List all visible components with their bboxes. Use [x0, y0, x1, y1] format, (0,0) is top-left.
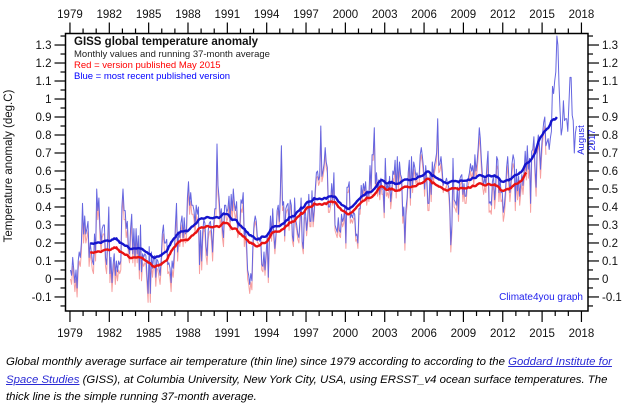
y-tick-label-left: 0.1: [36, 256, 52, 268]
x-tick-label-top: 1988: [175, 9, 201, 21]
y-tick-label-left: 0.4: [36, 202, 53, 214]
x-tick-label-top: 1994: [254, 9, 280, 21]
x-tick-label-top: 2012: [490, 9, 516, 21]
x-tick-label-bottom: 1985: [136, 328, 162, 340]
y-tick-label-left: 0.9: [36, 112, 52, 124]
running-mean-red-thick: [89, 171, 528, 269]
x-tick-label-top: 2018: [569, 9, 595, 21]
y-tick-label-right: 1.2: [602, 58, 618, 70]
x-tick-label-top: 1979: [57, 9, 83, 21]
x-tick-label-top: 1997: [293, 9, 319, 21]
y-tick-label-right: 0.1: [602, 256, 618, 268]
x-tick-label-bottom: 2000: [333, 328, 359, 340]
x-tick-label-top: 2003: [372, 9, 398, 21]
y-tick-label-right: 1.3: [602, 40, 618, 52]
giss-link[interactable]: Goddard Institute for Space Studies: [6, 356, 612, 386]
y-tick-label-left: 0: [45, 274, 51, 286]
y-tick-label-right: 0.8: [602, 130, 618, 142]
y-tick-label-right: 0.3: [602, 220, 618, 232]
x-tick-label-bottom: 1982: [97, 328, 123, 340]
x-tick-label-top: 2000: [333, 9, 359, 21]
figure-caption: Global monthly average surface air tempe…: [0, 348, 640, 407]
y-tick-label-right: 0.5: [602, 184, 618, 196]
x-tick-label-bottom: 1988: [175, 328, 201, 340]
x-tick-label-bottom: 1997: [293, 328, 319, 340]
y-tick-label-right: 0.6: [602, 166, 618, 178]
y-tick-label-left: 0.7: [36, 148, 52, 160]
x-tick-label-bottom: 2012: [490, 328, 516, 340]
plot-frame: [64, 32, 589, 312]
monthly-line-blue-thin: [70, 35, 577, 294]
y-tick-label-right: 0.2: [602, 238, 618, 250]
y-tick-label-right: 0.4: [602, 202, 619, 214]
x-tick-label-bottom: 2009: [451, 328, 477, 340]
x-tick-label-bottom: 2015: [529, 328, 555, 340]
y-tick-label-left: 0.8: [36, 130, 52, 142]
y-tick-label-left: 0.3: [36, 220, 52, 232]
y-tick-label-right: 1: [602, 94, 608, 106]
y-tick-label-right: 1.1: [602, 76, 618, 88]
x-tick-label-bottom: 2006: [411, 328, 437, 340]
y-tick-label-left: 0.2: [36, 238, 52, 250]
x-tick-label-top: 2009: [451, 9, 477, 21]
caption-text-before-link: Global monthly average surface air tempe…: [6, 356, 509, 368]
x-tick-label-top: 1982: [97, 9, 123, 21]
x-tick-label-bottom: 1979: [57, 328, 83, 340]
chart-canvas: 1979 1979 1982 1982 1985 1985 1988 1988 1991 1991…: [32, 9, 622, 340]
x-tick-label-bottom: 1994: [254, 328, 280, 340]
x-tick-label-bottom: 1991: [215, 328, 241, 340]
y-tick-label-left: 1.1: [36, 76, 52, 88]
x-tick-label-top: 2015: [529, 9, 555, 21]
running-mean-blue-thick: [89, 116, 558, 260]
x-tick-label-top: 1991: [215, 9, 241, 21]
y-tick-label-right: 0.9: [602, 112, 618, 124]
x-tick-label-bottom: 2018: [569, 328, 595, 340]
y-tick-label-left: -0.1: [32, 292, 52, 304]
y-tick-label-left: 1.2: [36, 58, 52, 70]
y-tick-label-left: 0.5: [36, 184, 52, 196]
giss-temperature-anomaly-figure: 1979 1979 1982 1982 1985 1985 1988 1988 1991 1991…: [3, 9, 622, 340]
x-tick-label-bottom: 2003: [372, 328, 398, 340]
y-tick-label-right: -0.1: [602, 292, 622, 304]
y-tick-label-left: 1.3: [36, 40, 52, 52]
y-tick-label-left: 0.6: [36, 166, 52, 178]
x-tick-label-top: 1985: [136, 9, 162, 21]
x-tick-label-top: 2006: [411, 9, 437, 21]
caption-text-after-link: (GISS), at Columbia University, New York…: [6, 373, 608, 404]
y-tick-label-left: 1: [45, 94, 51, 106]
y-tick-label-right: 0.7: [602, 148, 618, 160]
y-tick-label-right: 0: [602, 274, 608, 286]
